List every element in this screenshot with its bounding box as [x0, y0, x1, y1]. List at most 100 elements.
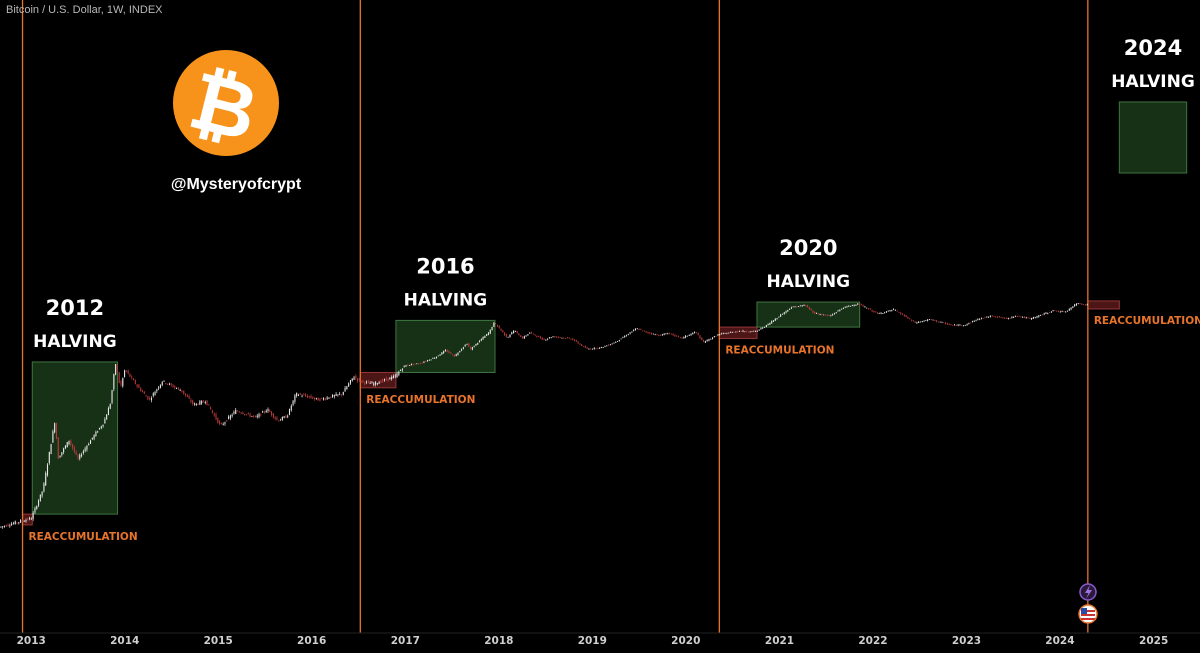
candle-body	[477, 342, 479, 345]
candle-body	[690, 333, 692, 335]
candle-body	[561, 337, 563, 339]
candle-body	[290, 405, 292, 411]
candle-body	[910, 319, 913, 321]
candle-body	[25, 519, 27, 522]
candle-body	[606, 345, 608, 347]
candle-body	[758, 329, 760, 331]
candle-body	[649, 332, 651, 334]
candle-body	[658, 335, 660, 336]
candle-body	[464, 344, 466, 347]
candle-body	[681, 337, 683, 339]
candle-body	[453, 354, 455, 357]
candle-body	[909, 318, 911, 320]
candle-body	[493, 322, 495, 327]
candle-body	[529, 332, 531, 334]
candle-body	[715, 336, 717, 337]
candle-body	[233, 411, 235, 414]
x-tick-label: 2013	[17, 635, 46, 647]
candle-body	[620, 338, 622, 340]
candle-body	[760, 328, 762, 330]
candle-body	[437, 355, 439, 357]
candle-body	[278, 420, 280, 422]
candle-body	[932, 319, 934, 321]
candle-body	[23, 520, 25, 522]
candle-body	[156, 389, 158, 392]
candle-body	[215, 414, 217, 419]
candle-body	[500, 328, 502, 331]
candle-body	[536, 335, 538, 337]
candle-body	[364, 382, 366, 384]
candle-body	[893, 309, 895, 310]
candle-body	[923, 320, 925, 322]
us-flag-icon[interactable]	[1078, 604, 1098, 624]
candle-body	[297, 394, 300, 396]
price-candles	[0, 302, 1088, 529]
candle-body	[1052, 310, 1054, 312]
candle-body	[471, 347, 473, 350]
candle-body	[1075, 303, 1077, 306]
candle-body	[634, 328, 637, 331]
growth-zone	[756, 301, 861, 328]
candle-body	[498, 325, 500, 329]
candle-body	[125, 370, 127, 372]
candle-body	[961, 325, 963, 327]
candle-body	[975, 320, 977, 322]
candle-body	[737, 331, 739, 333]
x-tick-label: 2021	[765, 635, 794, 647]
candle-body	[245, 414, 248, 415]
candle-body	[240, 412, 242, 414]
candle-body	[871, 309, 873, 312]
candle-body	[672, 333, 674, 336]
candle-body	[287, 415, 289, 417]
candle-body	[177, 387, 179, 389]
candle-body	[527, 334, 529, 336]
candle-body	[853, 305, 855, 306]
candle-body	[916, 322, 918, 324]
candle-body	[1005, 317, 1008, 319]
candle-body	[826, 314, 828, 316]
candle-body	[1016, 316, 1018, 317]
candle-body	[475, 343, 477, 346]
candle-body	[435, 356, 438, 359]
candle-body	[962, 325, 965, 327]
candle-body	[521, 336, 524, 339]
candle-body	[665, 333, 667, 335]
candle-body	[147, 395, 149, 400]
candle-body	[781, 313, 784, 315]
candle-body	[869, 308, 871, 310]
candle-body	[229, 415, 231, 419]
candle-body	[152, 393, 154, 396]
halving-year-label: 2016	[416, 254, 474, 278]
candle-body	[997, 316, 999, 318]
candle-body	[342, 392, 344, 395]
candle-body	[134, 380, 136, 384]
candle-body	[955, 325, 957, 326]
candle-body	[833, 313, 835, 315]
candle-body	[876, 312, 879, 314]
candle-body	[211, 410, 213, 413]
candle-body	[595, 348, 597, 350]
candle-body	[647, 331, 649, 334]
candle-body	[36, 506, 38, 510]
candle-body	[953, 324, 956, 326]
candle-body	[414, 363, 416, 365]
candle-body	[957, 324, 959, 326]
lightning-icon[interactable]	[1079, 583, 1097, 601]
candle-body	[61, 452, 63, 455]
candle-body	[193, 403, 196, 405]
candle-body	[679, 337, 681, 338]
candle-body	[663, 333, 665, 335]
candle-body	[466, 344, 468, 346]
candle-body	[516, 330, 518, 333]
candle-body	[792, 306, 794, 308]
candle-body	[79, 454, 81, 459]
candle-body	[919, 321, 922, 323]
candle-body	[848, 305, 850, 307]
x-tick-label: 2019	[578, 635, 607, 647]
candle-body	[683, 336, 685, 339]
candle-body	[858, 303, 861, 305]
candle-body	[699, 335, 701, 339]
candle-body	[86, 446, 88, 450]
candle-body	[1059, 311, 1061, 313]
candle-body	[176, 388, 178, 390]
